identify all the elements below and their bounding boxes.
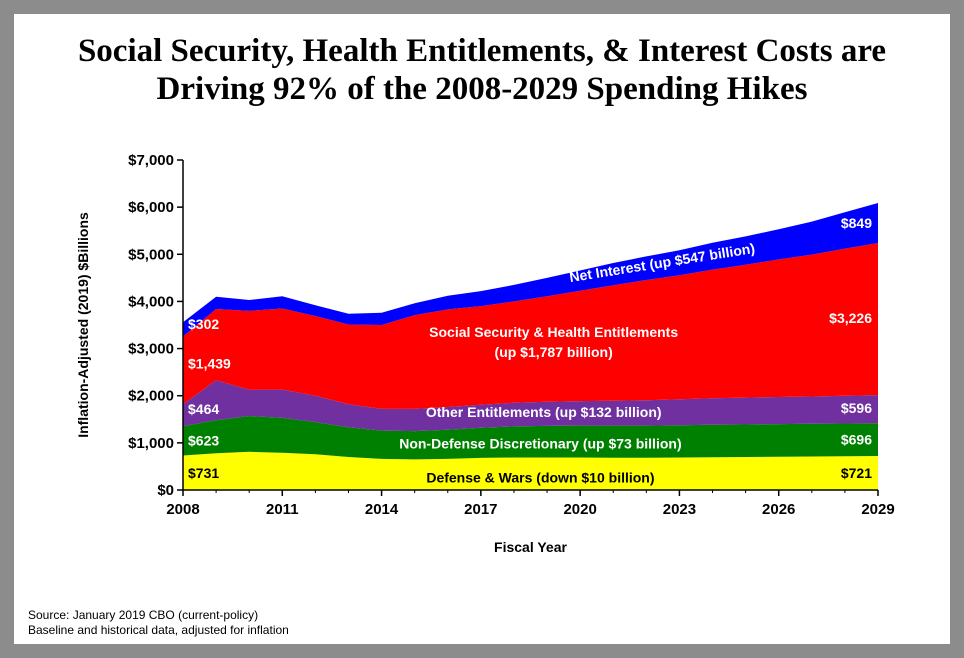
title-line-2: Driving 92% of the 2008-2029 Spending Hi…: [156, 71, 808, 107]
chart-frame: Social Security, Health Entitlements, & …: [14, 14, 950, 644]
source-note: Source: January 2019 CBO (current-policy…: [28, 608, 289, 638]
y-axis-title: Inflation-Adjusted (2019) $Billions: [75, 212, 91, 438]
area-defense: [183, 451, 878, 490]
x-tick-label: 2017: [464, 501, 497, 518]
label-defense-desc: Defense & Wars (down $10 billion): [426, 470, 654, 486]
label-defense-2008: $731: [188, 465, 219, 481]
y-tick-label: $4,000: [128, 293, 174, 310]
x-axis-title: Fiscal Year: [494, 539, 567, 555]
label-ss-desc-1: Social Security & Health Entitlements: [429, 324, 678, 340]
label-other-desc: Other Entitlements (up $132 billion): [426, 404, 662, 420]
y-tick-label: $5,000: [128, 246, 174, 263]
label-ss-2029: $3,226: [829, 310, 872, 326]
label-ss-desc-2: (up $1,787 billion): [495, 344, 613, 360]
area-non-defense: [183, 416, 878, 460]
x-tick-label: 2026: [762, 501, 795, 518]
label-other-2029: $596: [841, 400, 872, 416]
x-tick-label: 2011: [266, 501, 299, 518]
y-tick-label: $6,000: [128, 199, 174, 216]
x-tick-label: 2014: [365, 501, 399, 518]
x-tick-label: 2020: [563, 501, 596, 518]
chart-title: Social Security, Health Entitlements, & …: [14, 32, 950, 108]
y-tick-label: $3,000: [128, 341, 174, 358]
area-other-entitlements: [183, 380, 878, 432]
label-defense-2029: $721: [841, 465, 872, 481]
label-nondefense-desc: Non-Defense Discretionary (up $73 billio…: [399, 436, 681, 452]
y-tick-label: $7,000: [128, 152, 174, 169]
chart-svg: $0 $1,000 $2,000 $3,000 $4,000 $5,000 $6,000 $7…: [75, 152, 895, 555]
x-tick-label: 2008: [166, 501, 199, 518]
label-other-2008: $464: [188, 401, 219, 417]
source-line-1: Source: January 2019 CBO (current-policy…: [28, 608, 259, 622]
title-line-1: Social Security, Health Entitlements, & …: [77, 33, 887, 69]
y-tick-label: $0: [157, 482, 174, 499]
x-tick-label: 2029: [861, 501, 894, 518]
label-interest-2008: $302: [188, 316, 219, 332]
label-interest-2029: $849: [841, 215, 872, 231]
y-tick-label: $1,000: [128, 435, 174, 452]
label-nondefense-2008: $623: [188, 433, 219, 449]
x-tick-label: 2023: [663, 501, 696, 518]
source-line-2: Baseline and historical data, adjusted f…: [28, 623, 289, 637]
label-ss-2008: $1,439: [188, 356, 231, 372]
label-nondefense-2029: $696: [841, 432, 872, 448]
y-tick-label: $2,000: [128, 388, 174, 405]
area-social-security-health: [183, 243, 878, 409]
